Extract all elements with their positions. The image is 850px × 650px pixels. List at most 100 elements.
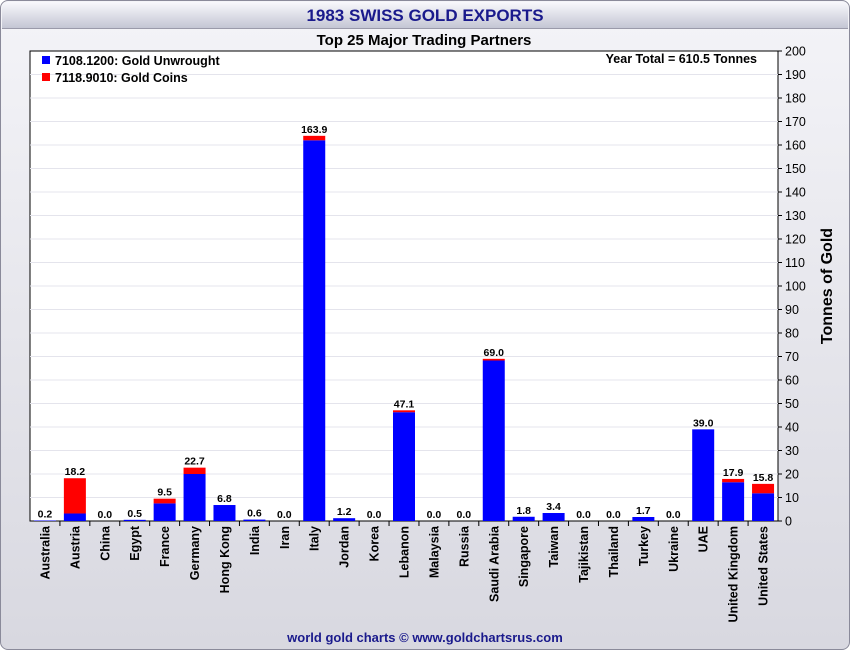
bar-unwrought bbox=[183, 474, 206, 521]
bar-unwrought bbox=[752, 493, 775, 521]
bar-value-label: 9.5 bbox=[157, 487, 172, 499]
year-total-annotation: Year Total = 610.5 Tonnes bbox=[606, 52, 757, 66]
bar-value-label: 1.2 bbox=[337, 506, 352, 518]
bar-value-label: 17.9 bbox=[723, 467, 744, 479]
bar-value-label: 47.1 bbox=[394, 398, 415, 410]
legend-swatch-unwrought bbox=[42, 56, 50, 64]
x-axis: Australia Austria China Egypt France Germany H… bbox=[38, 521, 771, 623]
bar-value-label: 39.0 bbox=[693, 417, 714, 429]
y-tick-label: 0 bbox=[785, 515, 792, 529]
bar-value-label: 0.0 bbox=[457, 509, 472, 521]
bar-value-label: 22.7 bbox=[184, 456, 205, 468]
bar-value-label: 0.5 bbox=[127, 508, 142, 520]
bar-value-label: 0.6 bbox=[247, 508, 262, 520]
value-labels-group: 0.2 18.2 0.0 0.5 9.5 22.7 6.8 0.6 0.0 163.9 1.2 0.0… bbox=[38, 124, 774, 521]
x-category-label: China bbox=[98, 525, 112, 561]
x-category-label: United Kingdom bbox=[727, 526, 741, 623]
legend: 7108.1200: Gold Unwrought 7118.9010: Gol… bbox=[42, 54, 220, 85]
legend-label-coins: 7118.9010: Gold Coins bbox=[55, 71, 188, 85]
bar-unwrought bbox=[63, 513, 86, 521]
y-tick-label: 160 bbox=[785, 139, 806, 153]
x-category-label: France bbox=[158, 526, 172, 567]
bar-value-label: 0.0 bbox=[576, 509, 591, 521]
bar-unwrought bbox=[632, 517, 655, 521]
x-category-label: Thailand bbox=[607, 526, 621, 577]
bar-value-label: 6.8 bbox=[217, 493, 232, 505]
bar-unwrought bbox=[692, 429, 715, 521]
footer-credit: world gold charts © www.goldchartsrus.co… bbox=[287, 630, 563, 645]
bar-coins bbox=[752, 483, 775, 494]
y-tick-label: 170 bbox=[785, 115, 806, 129]
bar-unwrought bbox=[243, 519, 266, 521]
bar-unwrought bbox=[722, 482, 745, 521]
y-tick-label: 110 bbox=[785, 256, 805, 270]
y-tick-label: 130 bbox=[785, 209, 806, 223]
bar-value-label: 0.2 bbox=[38, 509, 53, 521]
x-category-label: Iran bbox=[278, 526, 292, 549]
x-category-label: Italy bbox=[308, 526, 322, 551]
bar-coins bbox=[63, 478, 86, 514]
y-tick-label: 10 bbox=[785, 491, 799, 505]
chart-main-title: 1983 SWISS GOLD EXPORTS bbox=[306, 6, 544, 25]
x-category-label: Jordan bbox=[338, 526, 352, 568]
x-category-label: Austria bbox=[68, 525, 82, 569]
x-category-label: Egypt bbox=[128, 525, 142, 561]
bar-unwrought bbox=[333, 518, 356, 521]
bar-unwrought bbox=[153, 503, 176, 521]
y-tick-label: 100 bbox=[785, 280, 806, 294]
x-category-label: Korea bbox=[368, 525, 382, 561]
legend-swatch-coins bbox=[42, 73, 50, 81]
y-axis-title: Tonnes of Gold bbox=[819, 228, 836, 344]
x-category-label: Turkey bbox=[637, 526, 651, 566]
y-tick-label: 190 bbox=[785, 68, 806, 82]
y-tick-label: 120 bbox=[785, 233, 806, 247]
bar-coins bbox=[183, 467, 206, 474]
bar-value-label: 0.0 bbox=[666, 509, 681, 521]
y-tick-label: 140 bbox=[785, 186, 806, 200]
x-category-label: United States bbox=[757, 526, 771, 606]
bar-coins bbox=[722, 478, 745, 483]
bar-value-label: 15.8 bbox=[753, 472, 774, 484]
bar-unwrought bbox=[542, 513, 565, 521]
y-tick-label: 200 bbox=[785, 45, 806, 59]
y-tick-label: 20 bbox=[785, 468, 799, 482]
x-category-label: Germany bbox=[188, 526, 202, 580]
legend-label-unwrought: 7108.1200: Gold Unwrought bbox=[55, 54, 220, 68]
bar-unwrought bbox=[123, 519, 146, 521]
bar-coins bbox=[153, 498, 176, 504]
bar-unwrought bbox=[303, 140, 326, 522]
bar-value-label: 1.7 bbox=[636, 505, 651, 517]
bar-value-label: 0.0 bbox=[97, 509, 112, 521]
bar-value-label: 69.0 bbox=[484, 347, 505, 359]
bar-coins bbox=[393, 410, 415, 413]
bar-value-label: 18.2 bbox=[65, 466, 86, 478]
bar-unwrought bbox=[213, 505, 236, 521]
x-category-label: Saudi Arabia bbox=[487, 525, 501, 602]
bar-coins bbox=[482, 358, 505, 361]
bar-coins bbox=[303, 135, 326, 141]
bar-value-label: 0.0 bbox=[367, 509, 382, 521]
y-tick-label: 70 bbox=[785, 350, 799, 364]
bar-value-label: 163.9 bbox=[301, 124, 327, 136]
bar-unwrought bbox=[482, 360, 505, 521]
bar-value-label: 0.0 bbox=[277, 509, 292, 521]
grid-lines bbox=[30, 74, 778, 498]
y-tick-label: 150 bbox=[785, 162, 806, 176]
x-category-label: Russia bbox=[457, 525, 471, 567]
y-tick-label: 30 bbox=[785, 444, 799, 458]
x-category-label: Tajikistan bbox=[577, 526, 591, 583]
x-category-label: Hong Kong bbox=[218, 526, 232, 593]
bar-value-label: 0.0 bbox=[427, 509, 442, 521]
x-category-label: UAE bbox=[697, 526, 711, 552]
bar-unwrought bbox=[393, 412, 415, 521]
y-tick-label: 90 bbox=[785, 303, 799, 317]
y-tick-label: 60 bbox=[785, 374, 799, 388]
x-category-label: Singapore bbox=[517, 526, 531, 587]
y-tick-label: 40 bbox=[785, 421, 799, 435]
x-category-label: Taiwan bbox=[547, 526, 561, 567]
bar-value-label: 0.0 bbox=[606, 509, 621, 521]
bar-value-label: 3.4 bbox=[546, 501, 561, 513]
y-tick-label: 80 bbox=[785, 327, 799, 341]
x-category-label: Australia bbox=[38, 525, 52, 580]
